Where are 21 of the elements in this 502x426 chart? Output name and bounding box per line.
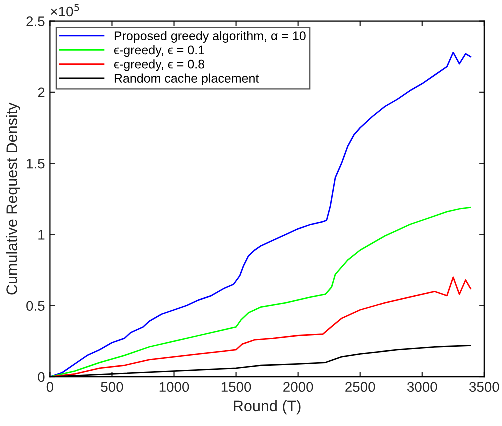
y-axis-title: Cumulative Request Density bbox=[6, 102, 20, 295]
x-tick-label: 500 bbox=[101, 382, 124, 392]
legend-label: Proposed greedy algorithm, α = 10 bbox=[114, 31, 306, 43]
y-tick-label: 2.5 bbox=[26, 16, 45, 26]
x-tick-label: 0 bbox=[46, 382, 54, 392]
x-axis-title: Round (T) bbox=[234, 400, 301, 415]
x-tick-label: 2000 bbox=[284, 382, 314, 392]
legend-label: Random cache placement bbox=[114, 74, 260, 86]
y-tick-label: 0.5 bbox=[26, 301, 45, 312]
legend-label: ϵ-greedy, ϵ = 0.1 bbox=[114, 45, 204, 58]
legend-label: ϵ-greedy, ϵ = 0.8 bbox=[114, 60, 204, 72]
x-tick-label: 1000 bbox=[160, 382, 190, 392]
x-tick-label: 2500 bbox=[346, 382, 376, 392]
x-tick-label: 1500 bbox=[222, 382, 252, 392]
y-tick-label: 2 bbox=[38, 88, 45, 98]
y-tick-label: 0 bbox=[38, 372, 45, 382]
x-tick-label: 3500 bbox=[470, 382, 500, 392]
y-tick-label: 1.5 bbox=[27, 159, 45, 169]
x-tick-label: 3000 bbox=[407, 382, 438, 392]
y-tick-label: 1 bbox=[38, 230, 45, 240]
text: ×10$^{5}$ bbox=[51, 4, 80, 17]
